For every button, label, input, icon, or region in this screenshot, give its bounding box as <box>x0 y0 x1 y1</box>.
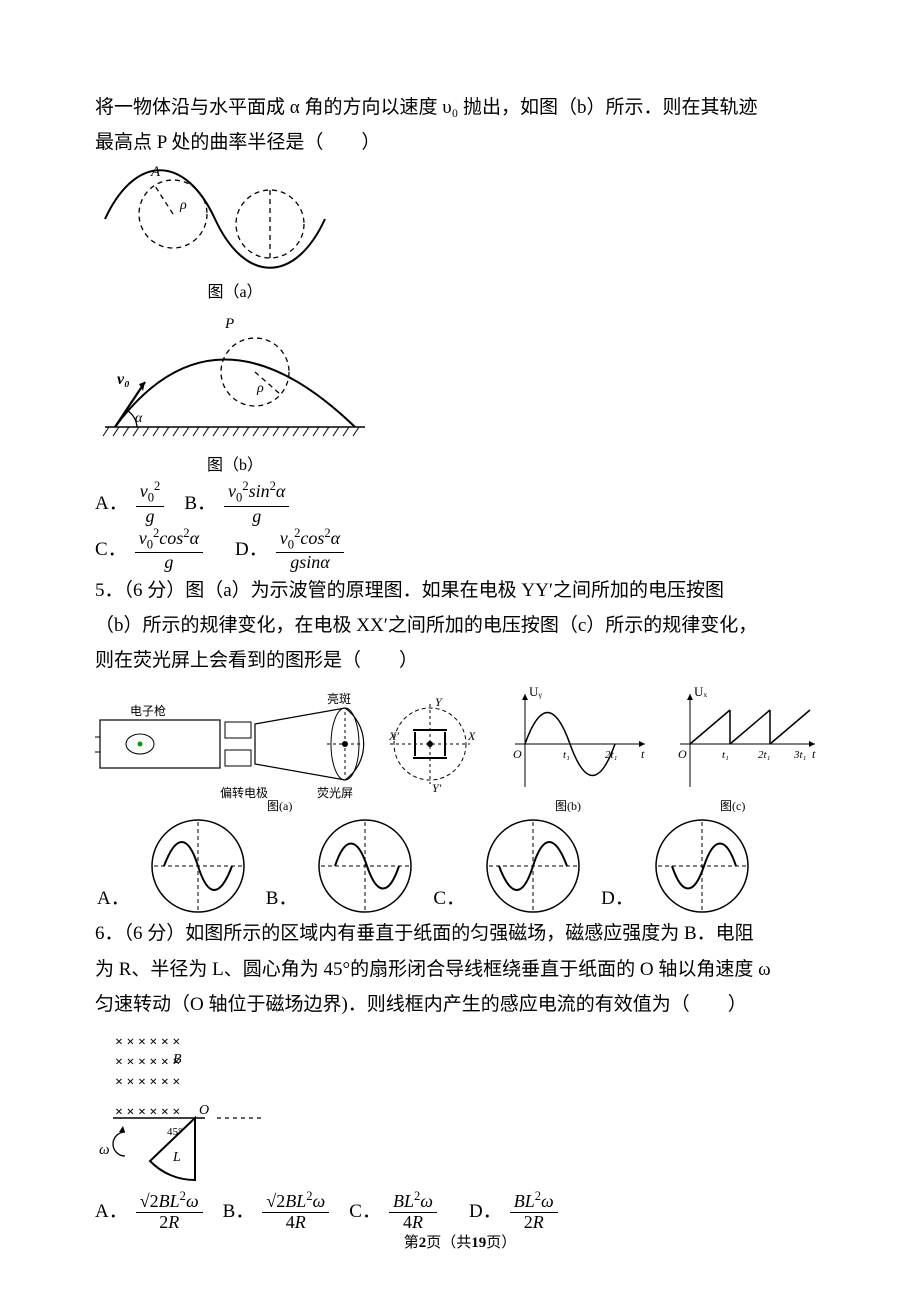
svg-text:t₁: t₁ <box>563 749 570 761</box>
q4-figa-label: 图（a） <box>95 278 375 308</box>
q6-options: A． √2BL2ω2R B． √2BL2ω4R C． BL2ω4R D． BL2… <box>95 1190 825 1233</box>
q4-figure-a: A ρ <box>95 164 375 274</box>
opt-A: A． <box>95 486 128 521</box>
svg-text:X: X <box>467 729 476 743</box>
svg-text:2t₁: 2t₁ <box>758 749 771 761</box>
svg-text:t: t <box>812 747 816 761</box>
svg-text:偏转电极: 偏转电极 <box>220 785 268 800</box>
svg-text:O: O <box>513 747 522 761</box>
q4-text-line2: 最高点 P 处的曲率半径是（ ） <box>95 125 825 160</box>
q5-opt-D: D． <box>601 881 634 916</box>
svg-text:ρ: ρ <box>256 381 264 396</box>
q6-text1: 6．（6 分）如图所示的区域内有垂直于纸面的匀强磁场，磁感应强度为 B．电阻 <box>95 916 825 951</box>
opt-C: C． <box>95 532 127 567</box>
q6-text2: 为 R、半径为 L、圆心角为 45°的扇形闭合导线框绕垂直于纸面的 O 轴以角速… <box>95 952 825 987</box>
q6-opt-B: B． <box>223 1194 255 1229</box>
svg-text:α: α <box>135 411 143 426</box>
svg-text:v₀: v₀ <box>117 371 130 388</box>
svg-text:X′: X′ <box>388 729 399 743</box>
q5-text1: 5．（6 分）图（a）为示波管的原理图．如果在电极 YY′之间所加的电压按图 <box>95 573 825 608</box>
svg-text:× × × × × ×: × × × × × × <box>115 1035 180 1050</box>
q5-optD-fig <box>642 816 762 916</box>
svg-text:2t₁: 2t₁ <box>605 749 618 761</box>
svg-text:t: t <box>641 747 645 761</box>
q5-text3: 则在荧光屏上会看到的图形是（ ） <box>95 643 825 678</box>
svg-text:Y: Y <box>435 695 443 709</box>
svg-text:电子枪: 电子枪 <box>130 703 166 718</box>
svg-text:ω: ω <box>99 1142 110 1158</box>
q6-opt-A: A． <box>95 1194 128 1229</box>
svg-text:Y′: Y′ <box>432 781 442 795</box>
q5-optC-fig <box>473 816 593 916</box>
q5-opt-B: B． <box>266 881 298 916</box>
q4-figure-b: v₀ α P ρ <box>95 312 375 447</box>
q5-opt-A: A． <box>97 881 130 916</box>
svg-text:Uₓ: Uₓ <box>694 684 707 699</box>
q5-optA-fig <box>138 816 258 916</box>
q4-options-row2: C． v02cos2αg D． v02cos2αgsinα <box>95 527 825 573</box>
q6-opt-C: C． <box>349 1194 381 1229</box>
svg-text:L: L <box>172 1150 181 1165</box>
q6-text3: 匀速转动（O 轴位于磁场边界)．则线框内产生的感应电流的有效值为（ ） <box>95 987 825 1022</box>
svg-text:× × × × × ×: × × × × × × <box>115 1075 180 1090</box>
svg-text:B: B <box>173 1052 182 1067</box>
svg-text:ρ: ρ <box>179 198 187 213</box>
svg-text:3t₁: 3t₁ <box>793 749 807 761</box>
svg-text:Uᵧ: Uᵧ <box>529 684 542 700</box>
q5-optB-fig <box>305 816 425 916</box>
q6-figure: × × × × × × × × × × × × × × × × × × × × … <box>95 1026 295 1186</box>
page-footer: 第2页（共19页） <box>0 1230 920 1258</box>
svg-text:P: P <box>224 316 234 332</box>
q4-options-row1: A． v02g B． v02sin2αg <box>95 480 825 526</box>
svg-text:O: O <box>678 747 687 761</box>
svg-text:图(c): 图(c) <box>720 799 745 812</box>
svg-text:亮斑: 亮斑 <box>327 691 351 706</box>
q5-figure-abc: 电子枪 偏转电极 亮斑 荧光屏 图(a) Y Y′ X′ X Uᵧ O t₁ 2… <box>95 682 825 812</box>
opt-D: D． <box>235 532 268 567</box>
q6-opt-D: D． <box>469 1194 502 1229</box>
svg-text:图(a): 图(a) <box>267 799 292 812</box>
svg-text:t₁: t₁ <box>722 749 729 761</box>
svg-text:A: A <box>150 164 161 180</box>
opt-B: B． <box>184 486 216 521</box>
svg-text:× × × × × ×: × × × × × × <box>115 1055 180 1070</box>
q4-figb-label: 图（b） <box>95 451 375 481</box>
svg-text:O: O <box>199 1103 209 1118</box>
q5-options: A． B． C． D． <box>95 816 825 916</box>
q4-text-line1: 将一物体沿与水平面成 α 角的方向以速度 υ₀ 抛出，如图（b）所示．则在其轨迹 <box>95 90 825 125</box>
svg-text:荧光屏: 荧光屏 <box>317 786 353 800</box>
q5-opt-C: C． <box>433 881 465 916</box>
svg-text:图(b): 图(b) <box>555 799 581 812</box>
q5-text2: （b）所示的规律变化，在电极 XX′之间所加的电压按图（c）所示的规律变化， <box>95 608 825 643</box>
svg-text:45°: 45° <box>167 1126 182 1138</box>
